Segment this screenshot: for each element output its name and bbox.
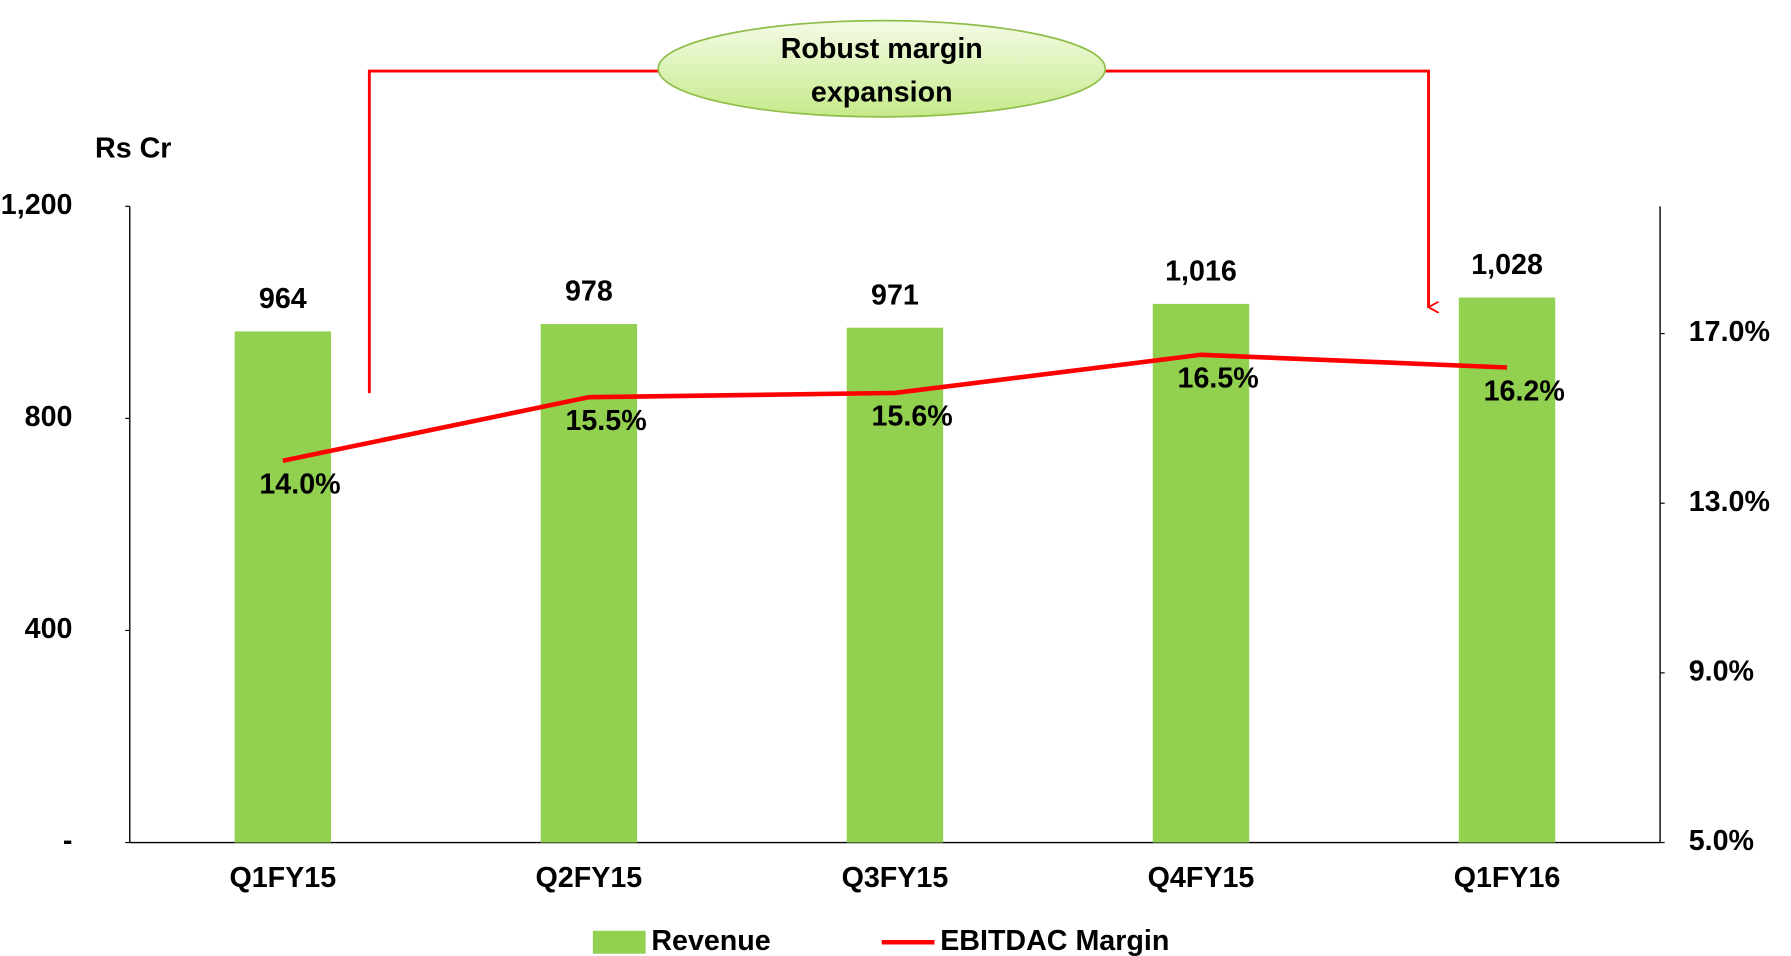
line [282, 352, 1508, 464]
x-tick-label: Q1FY16 [1454, 862, 1561, 894]
data-label: 15.5% [565, 405, 646, 437]
annotation-text: expansion [811, 77, 953, 109]
annotation: Robust margin expansion [367, 19, 1428, 394]
bar [540, 324, 638, 843]
data-label: 1,016 [1165, 255, 1237, 287]
x-tick-label: Q1FY15 [229, 862, 336, 894]
data-label: 16.5% [1178, 363, 1259, 395]
data-label: 15.6% [872, 401, 953, 433]
y-tick-label: 400 [25, 613, 73, 645]
legend-label: EBITDAC Margin [940, 925, 1169, 956]
bar [1458, 297, 1556, 843]
bar [846, 327, 944, 843]
legend-label: Revenue [651, 925, 770, 956]
y-tick-label: 1,200 [1, 189, 73, 221]
y-tick-label: 800 [25, 401, 73, 433]
annotation-text: Robust margin [781, 33, 983, 65]
data-label: 971 [871, 279, 919, 311]
bar [1152, 303, 1250, 843]
y2-tick-label: 5.0% [1689, 825, 1754, 857]
y2-tick-label: 9.0% [1689, 655, 1754, 687]
data-label: 16.2% [1484, 375, 1565, 407]
data-label: 978 [565, 276, 613, 308]
x-tick-label: Q3FY15 [842, 862, 949, 894]
y-axis-label: Rs Cr [95, 133, 171, 165]
bar [234, 331, 332, 843]
data-label: 14.0% [259, 469, 340, 501]
y2-tick-label: 13.0% [1689, 486, 1770, 518]
x-tick-label: Q4FY15 [1148, 862, 1255, 894]
y-tick-label: - [63, 825, 73, 857]
data-label: 1,028 [1471, 249, 1543, 281]
x-tick-label: Q2FY15 [536, 862, 643, 894]
legend-swatch [592, 930, 646, 954]
y2-tick-label: 17.0% [1689, 316, 1770, 348]
data-label: 964 [259, 283, 307, 315]
